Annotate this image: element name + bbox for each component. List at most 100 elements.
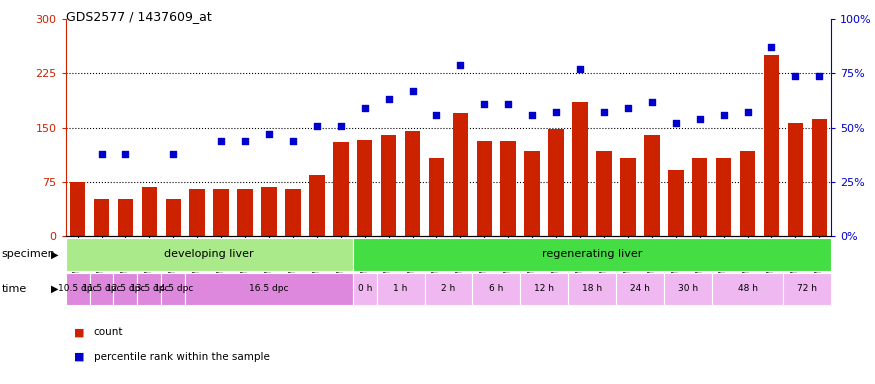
Text: ▶: ▶ [51,249,59,260]
Bar [405,131,420,236]
Bar [424,273,473,305]
Bar [739,151,755,236]
Bar [783,273,831,305]
Text: GDS2577 / 1437609_at: GDS2577 / 1437609_at [66,10,212,23]
Text: percentile rank within the sample: percentile rank within the sample [94,352,270,362]
Point [573,66,587,72]
Bar [572,103,588,236]
Bar [357,140,373,236]
Text: specimen: specimen [2,249,55,260]
Bar [262,187,276,236]
Text: ■: ■ [74,327,85,337]
Point [668,120,682,126]
Text: count: count [94,327,123,337]
Point [262,131,276,137]
Bar [668,170,683,236]
Bar [353,238,831,271]
Text: 10.5 dpc: 10.5 dpc [58,285,97,293]
Text: 6 h: 6 h [489,285,503,293]
Bar [309,175,325,236]
Text: 2 h: 2 h [441,285,456,293]
Point [333,122,347,129]
Bar [70,182,86,236]
Text: 12.5 dpc: 12.5 dpc [106,285,145,293]
Bar [524,151,540,236]
Bar [114,273,137,305]
Bar [429,158,444,236]
Bar [644,135,660,236]
Point [430,112,444,118]
Point [286,137,300,144]
Point [740,109,754,116]
Bar [568,273,616,305]
Bar [616,273,664,305]
Text: 0 h: 0 h [358,285,372,293]
Bar [376,273,424,305]
Bar [142,187,158,236]
Point [525,112,539,118]
Bar [137,273,161,305]
Point [358,105,372,111]
Text: 16.5 dpc: 16.5 dpc [249,285,289,293]
Point [453,62,467,68]
Bar [89,273,114,305]
Bar [477,141,492,236]
Text: 1 h: 1 h [394,285,408,293]
Bar [452,113,468,236]
Text: 11.5 dpc: 11.5 dpc [81,285,122,293]
Point [621,105,635,111]
Bar [381,135,396,236]
Point [238,137,252,144]
Bar [237,189,253,236]
Point [382,96,396,103]
Point [478,101,492,107]
Text: developing liver: developing liver [164,249,254,260]
Text: 30 h: 30 h [677,285,697,293]
Bar [66,273,89,305]
Bar [165,199,181,236]
Point [94,151,108,157]
Bar [788,122,803,236]
Bar [500,141,516,236]
Point [788,73,802,79]
Point [310,122,324,129]
Point [597,109,611,116]
Point [717,112,731,118]
Text: 48 h: 48 h [738,285,758,293]
Point [405,88,419,94]
Point [501,101,515,107]
Text: 13.5 dpc: 13.5 dpc [130,285,169,293]
Point [550,109,564,116]
Text: 14.5 dpc: 14.5 dpc [154,285,193,293]
Text: ■: ■ [74,352,85,362]
Bar [285,189,301,236]
Bar [117,199,133,236]
Text: 18 h: 18 h [582,285,602,293]
Bar [94,199,109,236]
Text: 72 h: 72 h [797,285,817,293]
Point [765,44,779,50]
Bar [811,119,827,236]
Bar [521,273,568,305]
Bar [620,158,635,236]
Bar [353,273,376,305]
Text: regenerating liver: regenerating liver [542,249,642,260]
Point [118,151,132,157]
Text: 24 h: 24 h [630,285,650,293]
Bar [764,55,780,236]
Bar [214,189,229,236]
Point [693,116,707,122]
Point [812,73,826,79]
Bar [549,129,564,236]
Text: ▶: ▶ [51,284,59,294]
Bar [716,158,732,236]
Bar [66,238,353,271]
Bar [190,189,205,236]
Bar [596,151,612,236]
Bar [692,158,707,236]
Point [166,151,180,157]
Bar [711,273,783,305]
Bar [333,142,348,236]
Point [214,137,228,144]
Bar [473,273,521,305]
